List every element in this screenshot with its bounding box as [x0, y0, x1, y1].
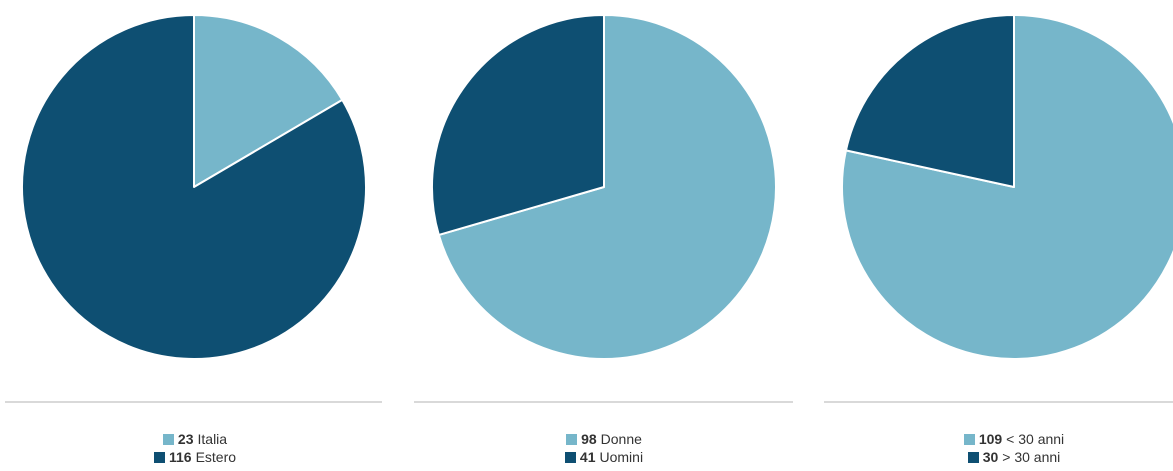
legend-value: 109	[978, 431, 1003, 447]
legend-swatch	[162, 433, 174, 445]
pie-chart-gender	[431, 14, 777, 360]
legend-item-over-30: 30 > 30 anni	[967, 448, 1061, 466]
legend-item-uomini: 41 Uomini	[564, 448, 644, 466]
pie-slice-estero	[21, 14, 367, 360]
legend-item-estero: 116 Estero	[153, 448, 237, 466]
legend-label: Donne	[600, 431, 642, 447]
legend-item-donne: 98 Donne	[566, 430, 642, 448]
pie-slice-30-anni	[841, 14, 1173, 360]
legend-swatch	[963, 433, 975, 445]
legend-item-italia: 23 Italia	[162, 430, 228, 448]
pie-slice-donne	[437, 14, 777, 360]
legend-label: Estero	[195, 449, 237, 465]
legend-value: 30	[982, 449, 999, 465]
legend-value: 23	[177, 431, 194, 447]
legend-value: 116	[168, 449, 192, 465]
legend-swatch	[564, 451, 576, 463]
pie-chart-origin	[21, 14, 367, 360]
legend-label: Uomini	[599, 449, 644, 465]
pie-slice-uomini	[431, 14, 605, 236]
legend: 23 Italia 116 Estero	[0, 430, 390, 466]
legend-swatch	[566, 433, 578, 445]
chart-panel-gender: 98 Donne 41 Uomini	[400, 0, 800, 471]
chart-panel-origin: 23 Italia 116 Estero	[0, 0, 400, 471]
chart-panel-age: 109 < 30 anni 30 > 30 anni	[800, 0, 1173, 471]
divider	[414, 401, 793, 403]
legend-swatch	[153, 451, 165, 463]
legend-swatch	[967, 451, 979, 463]
legend: 109 < 30 anni 30 > 30 anni	[800, 430, 1173, 466]
divider	[5, 401, 382, 403]
divider	[824, 401, 1173, 403]
legend-item-under-30: 109 < 30 anni	[963, 430, 1065, 448]
legend-label: < 30 anni	[1006, 431, 1065, 447]
legend-value: 98	[581, 431, 597, 447]
legend-label: > 30 anni	[1002, 449, 1061, 465]
legend: 98 Donne 41 Uomini	[404, 430, 804, 466]
pie-slice-30-anni	[844, 14, 1015, 188]
legend-label: Italia	[197, 431, 228, 447]
legend-value: 41	[579, 449, 596, 465]
pie-chart-age	[841, 14, 1173, 360]
pie-slice-italia	[193, 14, 344, 188]
